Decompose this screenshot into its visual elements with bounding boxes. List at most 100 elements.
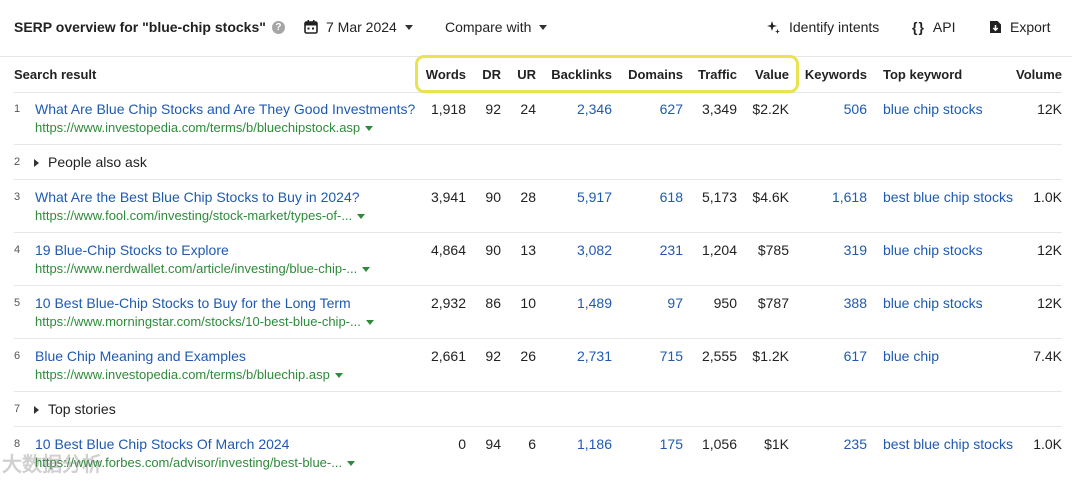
backlinks-link[interactable]: 5,917 <box>576 189 612 205</box>
keywords-link[interactable]: 388 <box>843 295 867 311</box>
export-button[interactable]: Export <box>989 0 1050 54</box>
col-dr[interactable]: DR <box>482 67 501 82</box>
result-title-link[interactable]: 10 Best Blue Chip Stocks Of March 2024 <box>35 436 290 452</box>
watermark: 大数据分析 <box>2 454 102 476</box>
volume-value: 1.0K <box>1033 189 1062 205</box>
keywords-link[interactable]: 1,618 <box>831 189 867 205</box>
chevron-down-icon[interactable] <box>334 373 343 379</box>
toolbar: SERP overview for "blue-chip stocks" ? 7… <box>0 0 1072 54</box>
backlinks-link[interactable]: 3,082 <box>576 242 612 258</box>
volume-value: 1.0K <box>1033 436 1062 452</box>
col-top-keyword[interactable]: Top keyword <box>883 67 963 82</box>
ur-value: 28 <box>520 189 536 205</box>
domains-link[interactable]: 618 <box>659 189 683 205</box>
ur-value: 13 <box>520 242 536 258</box>
backlinks-link[interactable]: 1,489 <box>576 295 612 311</box>
dr-value: 94 <box>485 436 501 452</box>
people-also-ask-expander[interactable]: People also ask <box>34 154 147 170</box>
domains-link[interactable]: 231 <box>659 242 683 258</box>
ur-value: 10 <box>520 295 536 311</box>
dr-value: 92 <box>485 101 501 117</box>
value-amount: $1.2K <box>752 348 789 364</box>
table-row: 4 19 Blue-Chip Stocks to Explore https:/… <box>0 233 1072 286</box>
result-url[interactable]: https://www.investopedia.com/terms/b/blu… <box>35 120 374 135</box>
top-keyword-link[interactable]: blue chip stocks <box>883 242 983 258</box>
chevron-down-icon <box>404 24 413 30</box>
caret-right-icon <box>34 406 39 415</box>
result-url[interactable]: https://www.nerdwallet.com/article/inves… <box>35 261 371 276</box>
chevron-down-icon[interactable] <box>357 214 366 220</box>
col-search-result[interactable]: Search result <box>14 67 97 82</box>
col-domains[interactable]: Domains <box>628 67 683 82</box>
keywords-link[interactable]: 617 <box>843 348 867 364</box>
result-url[interactable]: https://www.investopedia.com/terms/b/blu… <box>35 367 343 382</box>
help-icon[interactable]: ? <box>271 20 285 34</box>
top-stories-expander[interactable]: Top stories <box>34 401 116 417</box>
domains-link[interactable]: 627 <box>659 101 683 117</box>
col-volume[interactable]: Volume <box>1016 67 1062 82</box>
table-row: 3 What Are the Best Blue Chip Stocks to … <box>0 180 1072 233</box>
table-row: 6 Blue Chip Meaning and Examples https:/… <box>0 339 1072 392</box>
traffic-value: 2,555 <box>701 348 737 364</box>
value-amount: $787 <box>757 295 789 311</box>
dr-value: 86 <box>485 295 501 311</box>
top-keyword-link[interactable]: best blue chip stocks <box>883 436 1013 452</box>
dr-value: 92 <box>485 348 501 364</box>
backlinks-link[interactable]: 2,346 <box>576 101 612 117</box>
backlinks-link[interactable]: 1,186 <box>576 436 612 452</box>
traffic-value: 1,204 <box>701 242 737 258</box>
result-url[interactable]: https://www.morningstar.com/stocks/10-be… <box>35 314 374 329</box>
words-value: 0 <box>458 436 466 452</box>
top-keyword-link[interactable]: best blue chip stocks <box>883 189 1013 205</box>
chevron-down-icon[interactable] <box>365 320 374 326</box>
backlinks-link[interactable]: 2,731 <box>576 348 612 364</box>
keywords-link[interactable]: 506 <box>843 101 867 117</box>
chevron-down-icon[interactable] <box>362 267 371 273</box>
result-title-link[interactable]: 10 Best Blue-Chip Stocks to Buy for the … <box>35 295 351 311</box>
result-url[interactable]: https://www.fool.com/investing/stock-mar… <box>35 208 366 223</box>
chevron-down-icon[interactable] <box>365 126 374 132</box>
volume-value: 12K <box>1037 242 1062 258</box>
value-amount: $2.2K <box>752 101 789 117</box>
value-amount: $785 <box>757 242 789 258</box>
col-words[interactable]: Words <box>425 67 466 82</box>
table-row-expander[interactable]: 2 People also ask <box>0 145 1072 180</box>
words-value: 4,864 <box>430 242 466 258</box>
table-row: 5 10 Best Blue-Chip Stocks to Buy for th… <box>0 286 1072 339</box>
value-amount: $4.6K <box>752 189 789 205</box>
col-keywords[interactable]: Keywords <box>804 67 867 82</box>
domains-link[interactable]: 97 <box>667 295 683 311</box>
dr-value: 90 <box>485 189 501 205</box>
chevron-down-icon[interactable] <box>347 461 356 467</box>
volume-value: 12K <box>1037 295 1062 311</box>
compare-dropdown[interactable]: Compare with <box>445 0 548 54</box>
domains-link[interactable]: 175 <box>659 436 683 452</box>
result-url[interactable]: https://www.forbes.com/advisor/investing… <box>35 455 356 470</box>
table-row-expander[interactable]: 7 Top stories <box>0 392 1072 427</box>
api-button[interactable]: {} API <box>912 19 956 35</box>
result-title-link[interactable]: What Are Blue Chip Stocks and Are They G… <box>35 101 416 117</box>
words-value: 2,932 <box>430 295 466 311</box>
table-header: Search result Words DR UR Backlinks Doma… <box>0 56 1072 93</box>
domains-link[interactable]: 715 <box>659 348 683 364</box>
col-backlinks[interactable]: Backlinks <box>551 67 612 82</box>
chevron-down-icon <box>539 24 548 30</box>
col-traffic[interactable]: Traffic <box>697 67 737 82</box>
result-title-link[interactable]: Blue Chip Meaning and Examples <box>35 348 246 364</box>
traffic-value: 3,349 <box>701 101 737 117</box>
date-picker[interactable]: 7 Mar 2024 <box>304 0 413 54</box>
dr-value: 90 <box>485 242 501 258</box>
result-title-link[interactable]: 19 Blue-Chip Stocks to Explore <box>35 242 229 258</box>
result-title-link[interactable]: What Are the Best Blue Chip Stocks to Bu… <box>35 189 360 205</box>
identify-intents-button[interactable]: Identify intents <box>766 0 879 54</box>
col-ur[interactable]: UR <box>517 67 536 82</box>
top-keyword-link[interactable]: blue chip <box>883 348 940 364</box>
braces-icon: {} <box>912 19 925 35</box>
keywords-link[interactable]: 235 <box>843 436 867 452</box>
top-keyword-link[interactable]: blue chip stocks <box>883 295 983 311</box>
sparkle-icon <box>766 20 781 35</box>
top-keyword-link[interactable]: blue chip stocks <box>883 101 983 117</box>
keywords-link[interactable]: 319 <box>843 242 867 258</box>
col-value[interactable]: Value <box>755 67 789 82</box>
volume-value: 12K <box>1037 101 1062 117</box>
